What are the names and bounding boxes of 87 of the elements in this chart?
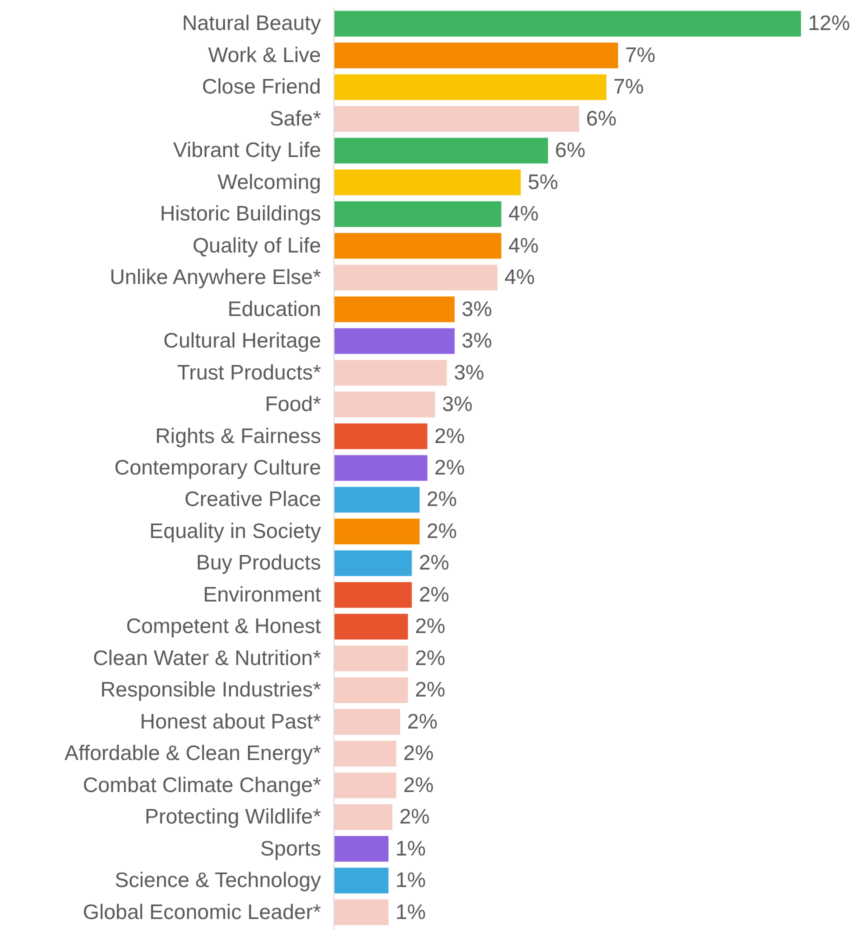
bar — [334, 42, 618, 68]
data-label: 2% — [418, 552, 450, 575]
data-label: 4% — [504, 266, 535, 290]
y-tick-label: Natural Beauty — [182, 12, 322, 36]
data-label: 1% — [395, 837, 426, 860]
bar — [334, 264, 498, 290]
data-label: 5% — [528, 170, 558, 194]
bar — [334, 709, 400, 735]
y-tick-label: Science & Technology — [114, 869, 322, 892]
data-label: 6% — [555, 139, 586, 162]
bar — [334, 392, 436, 418]
data-label: 12% — [808, 12, 850, 36]
bar — [334, 836, 388, 862]
bar — [334, 772, 396, 798]
data-label: 4% — [508, 234, 539, 258]
y-tick-label: Protecting Wildlife* — [144, 806, 321, 829]
bar — [334, 201, 502, 227]
y-tick-label: Equality in Society — [149, 520, 322, 543]
bar — [334, 550, 412, 576]
bar — [334, 899, 388, 926]
data-label: 2% — [414, 646, 446, 670]
bar — [334, 328, 455, 354]
y-tick-label: Environment — [203, 583, 322, 606]
bar — [334, 677, 408, 703]
y-tick-label: Quality of Life — [192, 234, 321, 258]
bar — [334, 10, 801, 37]
y-tick-label: Contemporary Culture — [114, 456, 321, 480]
bar — [334, 455, 428, 481]
y-tick-label: Sports — [260, 837, 321, 860]
data-label: 2% — [414, 615, 446, 638]
y-tick-label: Competent & Honest — [126, 615, 322, 638]
data-label: 2% — [426, 520, 457, 543]
y-tick-label: Safe* — [270, 107, 321, 130]
bar — [334, 740, 396, 766]
data-label: 7% — [613, 76, 644, 99]
data-label: 3% — [462, 298, 492, 321]
bar — [334, 170, 521, 196]
y-tick-label: Creative Place — [184, 488, 321, 512]
data-label: 1% — [395, 900, 426, 924]
data-label: 3% — [442, 393, 473, 416]
y-tick-label: Clean Water & Nutrition* — [93, 646, 321, 670]
data-label: 2% — [414, 678, 446, 702]
y-tick-label: Welcoming — [218, 170, 321, 194]
bar — [334, 486, 420, 513]
data-label: 2% — [403, 742, 434, 766]
data-label: 2% — [434, 424, 465, 448]
y-tick-label: Vibrant City Life — [173, 139, 321, 162]
y-tick-label: Affordable & Clean Energy* — [64, 742, 321, 766]
bar — [334, 138, 548, 164]
bar — [334, 423, 428, 450]
bar — [334, 74, 606, 100]
data-label: 6% — [586, 107, 617, 130]
y-tick-label: Trust Products* — [177, 361, 321, 384]
bar — [334, 646, 408, 672]
data-label: 1% — [395, 869, 426, 892]
y-tick-label: Combat Climate Change* — [82, 774, 321, 797]
y-tick-label: Global Economic Leader* — [82, 900, 321, 924]
data-label: 4% — [508, 202, 539, 226]
data-label: 2% — [407, 710, 438, 734]
data-label: 3% — [462, 330, 492, 353]
y-tick-label: Cultural Heritage — [163, 330, 321, 353]
bar — [334, 233, 502, 259]
data-label: 2% — [418, 583, 450, 606]
data-label: 2% — [426, 488, 457, 512]
bar — [334, 518, 420, 544]
y-tick-label: Responsible Industries* — [100, 678, 321, 702]
data-label: 2% — [399, 806, 430, 829]
y-tick-label: Honest about Past* — [140, 710, 321, 734]
data-label: 2% — [403, 774, 434, 797]
bar — [334, 804, 392, 830]
bar — [334, 868, 388, 894]
bar — [334, 106, 580, 132]
data-label: 3% — [454, 361, 484, 384]
bar — [334, 582, 412, 608]
data-label: 7% — [625, 44, 656, 67]
y-tick-label: Rights & Fairness — [155, 424, 321, 448]
y-tick-label: Unlike Anywhere Else* — [110, 266, 321, 290]
bar — [334, 360, 447, 386]
y-tick-label: Historic Buildings — [160, 202, 321, 226]
data-label: 2% — [434, 456, 465, 480]
y-tick-label: Buy Products — [196, 552, 321, 575]
bar — [334, 614, 408, 640]
y-tick-label: Close Friend — [202, 76, 321, 99]
y-tick-label: Food* — [264, 393, 321, 416]
bar — [334, 296, 455, 322]
y-tick-label: Work & Live — [208, 44, 321, 67]
y-tick-label: Education — [228, 298, 321, 321]
